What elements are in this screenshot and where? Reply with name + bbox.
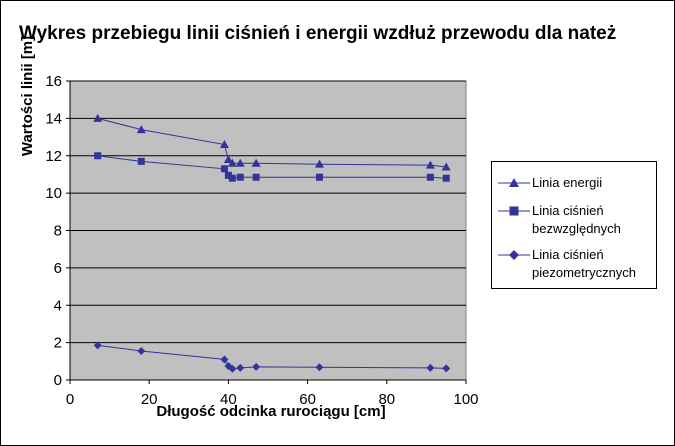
tick-labels: 0 2 4 6 8 10 12 14 16 0 20 40 60 80 100 bbox=[45, 73, 478, 408]
data-point bbox=[251, 158, 261, 167]
data-point bbox=[315, 173, 323, 181]
data-point bbox=[228, 364, 237, 373]
data-point bbox=[93, 113, 103, 122]
data-point bbox=[426, 173, 434, 181]
data-point bbox=[220, 355, 229, 364]
y-tick-label: 6 bbox=[54, 260, 62, 277]
data-point bbox=[94, 152, 102, 160]
data-point bbox=[252, 362, 261, 371]
y-tick-label: 0 bbox=[54, 372, 62, 389]
y-tick-label: 10 bbox=[45, 185, 62, 202]
data-point bbox=[235, 158, 245, 167]
y-axis-title: Wartości linii [m] bbox=[19, 36, 36, 156]
data-point bbox=[220, 165, 228, 173]
y-tick-label: 4 bbox=[54, 297, 62, 314]
legend: Linia energii Linia ciśnień bezwzględnyc… bbox=[491, 161, 657, 289]
series-absolute-pressure bbox=[94, 152, 450, 182]
data-point bbox=[315, 363, 324, 372]
y-tick-label: 12 bbox=[45, 148, 62, 165]
series-layer bbox=[93, 113, 451, 373]
series-line bbox=[97, 155, 447, 179]
series-line bbox=[97, 344, 447, 370]
triangle-marker-icon bbox=[498, 178, 530, 187]
data-point bbox=[224, 171, 232, 179]
data-point bbox=[136, 125, 146, 134]
data-point bbox=[314, 159, 324, 168]
data-point bbox=[219, 140, 229, 149]
data-point bbox=[441, 162, 451, 171]
data-point bbox=[223, 154, 233, 163]
data-point bbox=[252, 173, 260, 181]
data-point bbox=[137, 157, 145, 165]
data-point bbox=[442, 364, 451, 373]
y-tick-label: 14 bbox=[45, 110, 62, 127]
y-tick-label: 2 bbox=[54, 335, 62, 352]
chart-title: Wykres przebiegu linii ciśnień i energii… bbox=[19, 23, 617, 44]
data-point bbox=[227, 158, 237, 167]
series-line bbox=[97, 117, 447, 168]
x-tick-label: 40 bbox=[220, 391, 237, 408]
x-tick-label: 0 bbox=[66, 391, 74, 408]
y-tick-label: 8 bbox=[54, 223, 62, 240]
data-point bbox=[236, 173, 244, 181]
diamond-marker-icon bbox=[498, 250, 530, 260]
data-point bbox=[426, 363, 435, 372]
legend-label-piezometric: Linia ciśnień piezometrycznych bbox=[532, 247, 637, 280]
series-energy bbox=[93, 113, 451, 171]
axes bbox=[66, 80, 467, 384]
grid-lines bbox=[70, 80, 466, 344]
x-tick-label: 20 bbox=[141, 391, 158, 408]
data-point bbox=[228, 174, 236, 182]
y-tick-label: 16 bbox=[45, 73, 62, 90]
series-piezometric bbox=[93, 341, 451, 373]
data-point bbox=[442, 174, 450, 182]
data-point bbox=[93, 341, 102, 350]
square-marker-icon bbox=[498, 206, 530, 216]
x-tick-label: 60 bbox=[299, 391, 316, 408]
data-point bbox=[137, 347, 146, 356]
legend-label-absolute-pressure: Linia ciśnień bezwzględnych bbox=[532, 203, 621, 236]
data-point bbox=[236, 363, 245, 372]
legend-label-energy: Linia energii bbox=[532, 175, 603, 190]
x-tick-label: 80 bbox=[378, 391, 395, 408]
x-axis-title: Długość odcinka rurociągu [cm] bbox=[156, 403, 385, 420]
x-tick-label: 100 bbox=[453, 391, 478, 408]
data-point bbox=[425, 160, 435, 169]
